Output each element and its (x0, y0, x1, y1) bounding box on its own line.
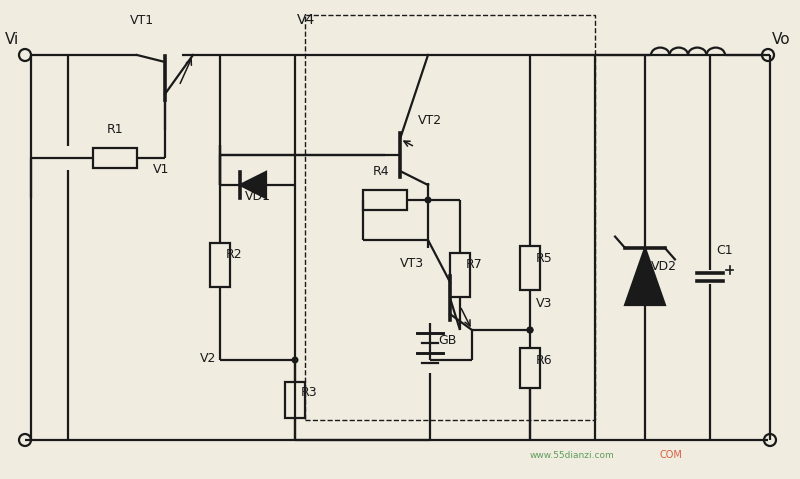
Text: R3: R3 (301, 386, 318, 399)
Text: VT2: VT2 (418, 114, 442, 127)
Bar (363, 190, 407, 210)
Text: R6: R6 (536, 354, 553, 366)
Text: V4: V4 (297, 13, 315, 27)
Bar (210, 243, 230, 287)
Text: C1: C1 (716, 244, 733, 257)
Text: VD1: VD1 (245, 190, 271, 203)
Text: R2: R2 (226, 249, 242, 262)
Text: Vi: Vi (5, 32, 19, 47)
Text: VT1: VT1 (130, 14, 154, 27)
Bar (520, 246, 540, 290)
Text: VT3: VT3 (400, 257, 424, 270)
Circle shape (425, 196, 431, 204)
Bar (305, 15, 595, 420)
Bar (450, 253, 470, 297)
Bar (285, 382, 305, 418)
Text: V3: V3 (536, 297, 552, 310)
Text: V1: V1 (153, 163, 170, 176)
Circle shape (291, 356, 298, 364)
Text: GB: GB (438, 333, 456, 346)
Text: VD2: VD2 (651, 260, 677, 273)
Text: COM: COM (660, 450, 683, 460)
Polygon shape (240, 172, 266, 198)
Text: R5: R5 (536, 251, 553, 264)
Text: www.55dianzi.com: www.55dianzi.com (530, 451, 614, 460)
Text: R7: R7 (466, 259, 482, 272)
Bar (93, 148, 137, 168)
Text: V2: V2 (200, 352, 216, 365)
Text: Vo: Vo (772, 32, 790, 47)
Circle shape (526, 327, 534, 333)
Polygon shape (625, 248, 665, 305)
Circle shape (526, 327, 534, 333)
Text: R4: R4 (373, 165, 390, 178)
Bar (520, 348, 540, 388)
Text: R1: R1 (107, 123, 124, 136)
